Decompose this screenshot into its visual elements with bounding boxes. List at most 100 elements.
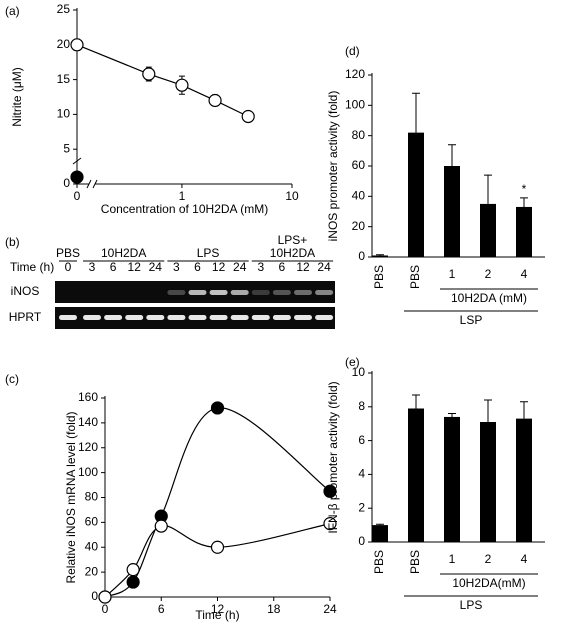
y-tick-label: 60 xyxy=(85,515,99,529)
panel-label: (c) xyxy=(5,372,19,386)
time-label: 0 xyxy=(65,260,72,274)
gel-band xyxy=(294,290,312,295)
error-bar xyxy=(448,413,456,417)
data-point xyxy=(208,93,222,108)
time-label: 24 xyxy=(149,260,163,274)
y-tick-label: 25 xyxy=(57,2,71,16)
y-tick-label: 5 xyxy=(63,141,70,155)
y-tick-label: 80 xyxy=(85,490,99,504)
bar xyxy=(372,255,388,257)
time-label: 3 xyxy=(89,260,96,274)
data-point xyxy=(154,519,168,533)
bar xyxy=(408,408,424,542)
group-label: LSP xyxy=(460,313,483,327)
time-label: 24 xyxy=(233,260,247,274)
bar xyxy=(480,422,496,542)
bar xyxy=(516,418,532,542)
gel-band xyxy=(272,315,291,320)
panel-label: (b) xyxy=(5,235,20,249)
y-axis-label: Nitrite (μM) xyxy=(10,67,24,127)
y-tick-label: 0 xyxy=(63,176,70,190)
error-bar xyxy=(376,523,384,526)
group-label: PBS xyxy=(56,246,80,260)
x-tick-label: 1 xyxy=(449,267,456,281)
data-point xyxy=(175,78,189,92)
gel-band xyxy=(59,315,77,320)
gel-band xyxy=(251,315,270,320)
y-tick-label: 15 xyxy=(57,72,71,86)
panel-label: (d) xyxy=(345,44,360,58)
time-label: 6 xyxy=(194,260,201,274)
y-tick-label: 100 xyxy=(345,98,365,112)
gel-band xyxy=(188,290,207,295)
gel-band xyxy=(230,315,249,320)
y-tick-label: 10 xyxy=(352,365,366,379)
data-point xyxy=(142,67,156,81)
x-axis-label: Time (h) xyxy=(195,608,239,622)
x-tick-label: 0 xyxy=(102,602,109,616)
gel-band xyxy=(294,315,312,320)
y-tick-label: 60 xyxy=(352,158,366,172)
x-tick-label: 10 xyxy=(285,189,299,203)
data-point xyxy=(98,590,112,604)
gel-band xyxy=(209,290,228,295)
gel-band xyxy=(83,315,101,320)
time-label: 3 xyxy=(173,260,180,274)
panel-label: (e) xyxy=(345,355,360,369)
y-tick-label: 6 xyxy=(358,433,365,447)
error-bar xyxy=(412,92,420,133)
y-tick-label: 120 xyxy=(78,440,98,454)
gel-band xyxy=(315,290,334,295)
data-point xyxy=(210,540,225,554)
gel-band xyxy=(230,290,249,295)
y-tick-label: 4 xyxy=(358,467,365,481)
y-axis-label: IFN-β promoter activity (fold) xyxy=(326,381,340,533)
error-bar xyxy=(520,401,528,419)
y-tick-label: 0 xyxy=(91,589,98,603)
time-label: 12 xyxy=(296,260,310,274)
gel-band xyxy=(167,315,186,320)
y-tick-label: 20 xyxy=(57,37,71,51)
x-tick-label: PBS xyxy=(372,265,386,289)
x-axis-label: Concentration of 10H2DA (mM) xyxy=(101,202,268,216)
x-tick-label: 0 xyxy=(74,189,81,203)
x-tick-label: 4 xyxy=(521,267,528,281)
bar xyxy=(372,525,388,542)
data-point xyxy=(70,38,84,52)
x-tick-label: 1 xyxy=(179,189,186,203)
time-label: 12 xyxy=(128,260,142,274)
x-tick-label: 2 xyxy=(485,552,492,566)
error-bar xyxy=(520,197,528,207)
gel-band xyxy=(188,315,207,320)
x-tick-label: PBS xyxy=(408,550,422,574)
y-tick-label: 0 xyxy=(358,534,365,548)
group-label: LPS+ xyxy=(278,233,308,247)
error-bar xyxy=(412,394,420,409)
gel-band xyxy=(167,290,186,295)
y-tick-label: 100 xyxy=(78,465,98,479)
y-tick-label: 80 xyxy=(352,128,366,142)
bar xyxy=(444,416,460,542)
x-tick-label: 12 xyxy=(211,602,225,616)
gel-band xyxy=(251,290,270,295)
gel-band xyxy=(146,315,165,320)
x-tick-label: 24 xyxy=(323,602,337,616)
y-axis-label: iNOS promoter activity (fold) xyxy=(326,91,340,242)
bar xyxy=(516,206,532,257)
y-tick-label: 40 xyxy=(85,539,99,553)
y-tick-label: 0 xyxy=(358,249,365,263)
data-point xyxy=(323,517,337,531)
series-line xyxy=(76,44,249,118)
gel-band xyxy=(272,290,291,295)
y-tick-label: 2 xyxy=(358,500,365,514)
y-tick-label: 20 xyxy=(352,219,366,233)
group-label: LPS xyxy=(460,598,483,612)
panel-label: (a) xyxy=(5,4,20,18)
bar xyxy=(408,132,424,257)
time-label: 6 xyxy=(110,260,117,274)
x-tick-label: 4 xyxy=(521,552,528,566)
y-tick-label: 40 xyxy=(352,189,366,203)
gel-band xyxy=(104,315,123,320)
x-tick-label: 6 xyxy=(158,602,165,616)
